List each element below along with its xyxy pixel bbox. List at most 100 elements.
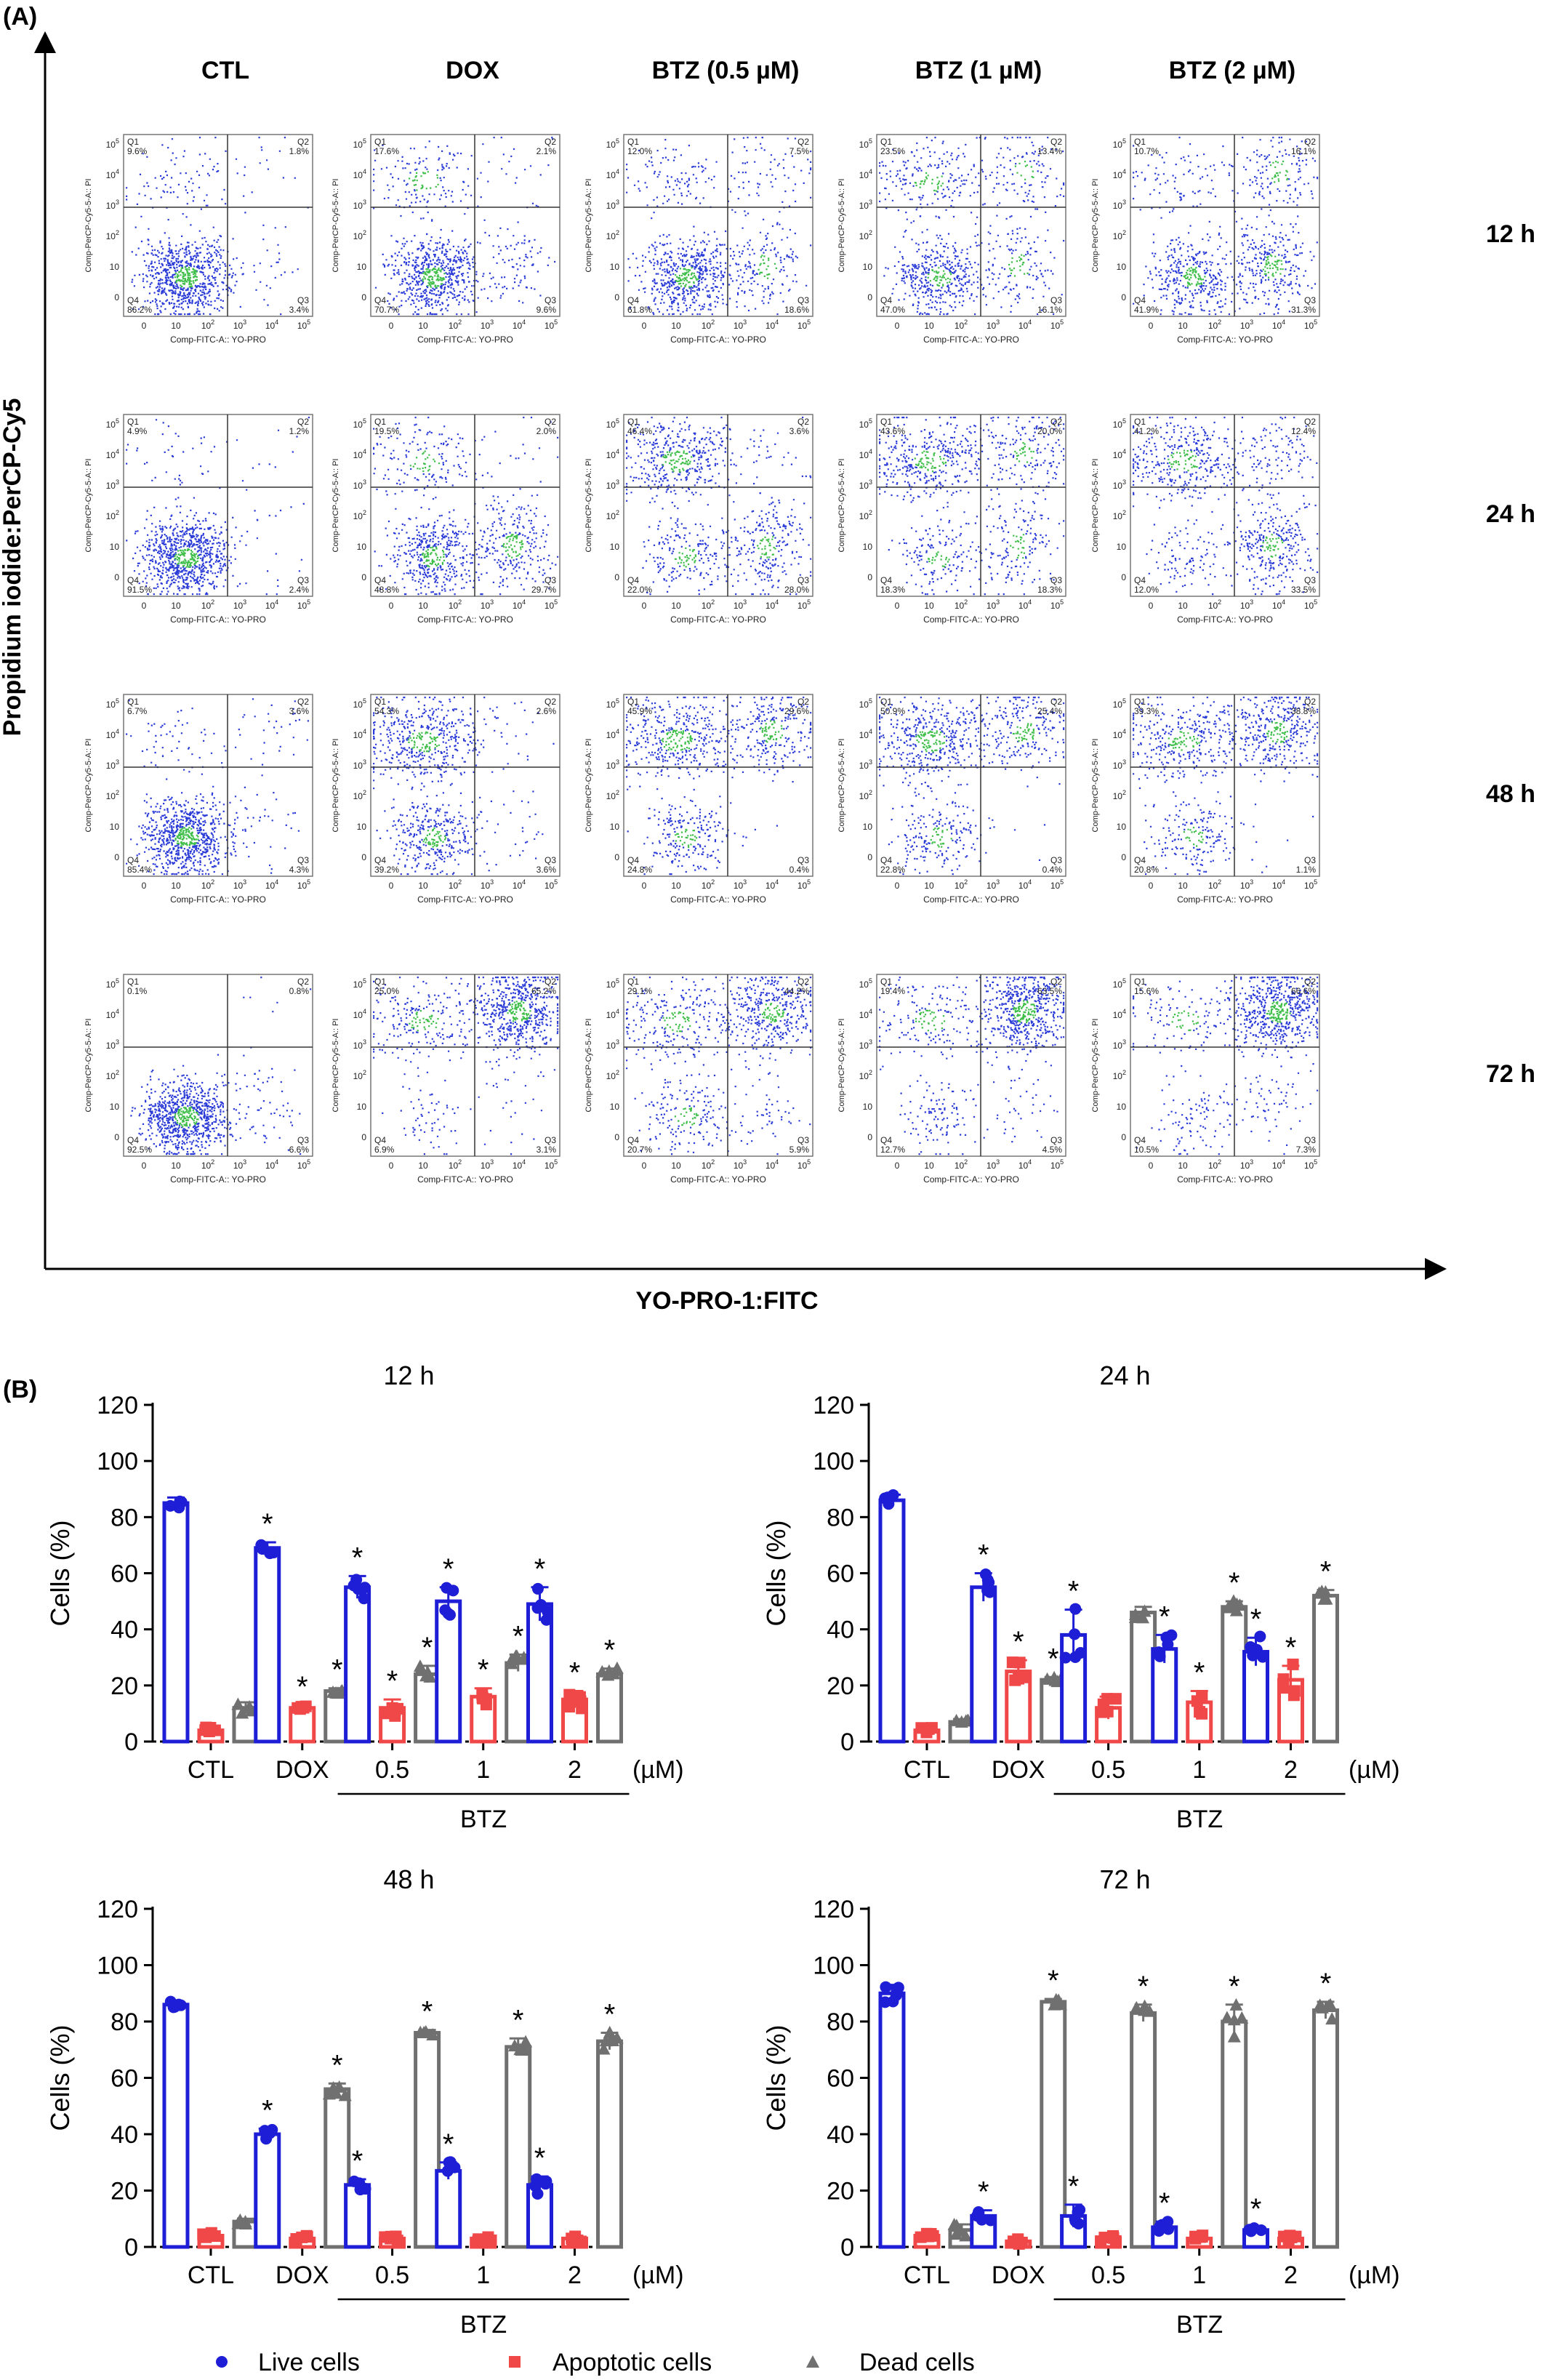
y-tick-label: 102	[353, 1069, 366, 1081]
quadrant-name: Q1	[1134, 697, 1146, 707]
y-tick-label: 104	[106, 448, 119, 460]
x-tick-label: 0	[642, 321, 647, 331]
data-point	[610, 2031, 624, 2044]
data-point	[563, 1688, 576, 1701]
y-tick-label: 120	[97, 1392, 138, 1419]
bar	[505, 1661, 532, 1744]
x-tick-label: 1	[476, 1756, 490, 1784]
column-header: DOX	[446, 57, 499, 84]
quadrant-percent: 12.0%	[1134, 585, 1159, 595]
x-tick-label: 2	[1284, 2261, 1298, 2289]
y-tick-label: 20	[110, 1672, 138, 1700]
y-tick-label: 104	[1113, 1008, 1126, 1020]
row-label: 48 h	[1486, 780, 1535, 808]
bar	[162, 2003, 190, 2249]
quadrant-percent: 39.2%	[374, 865, 399, 875]
x-tick-label: 2	[568, 1756, 582, 1784]
unit-label: (µM)	[1349, 2261, 1400, 2289]
btz-label: BTZ	[460, 1806, 507, 1833]
x-tick-label: 102	[955, 318, 968, 331]
plot-frame	[1130, 694, 1320, 877]
x-tick-label: 105	[297, 1158, 310, 1171]
y-tick-label: 10	[357, 1102, 367, 1112]
quadrant-percent: 3.4%	[289, 305, 310, 315]
data-point	[923, 2230, 935, 2243]
x-tick-label: 102	[702, 1158, 715, 1171]
data-point	[236, 1706, 249, 1719]
quadrant-percent: 0.4%	[1042, 865, 1063, 875]
quadrant-name: Q1	[1134, 417, 1146, 427]
quadrant-percent: 6.9%	[374, 1145, 395, 1155]
x-tick-label: 1	[1192, 2261, 1206, 2289]
plot-y-axis-label: Comp-PerCP-Cy5-5-A:: PI	[837, 459, 846, 553]
bar	[878, 1498, 906, 1744]
quadrant-name: Q2	[797, 977, 809, 987]
x-tick-label: 0	[895, 881, 900, 891]
quadrant-percent: 20.7%	[627, 1145, 652, 1155]
x-tick-label: 0	[895, 1161, 900, 1171]
quadrant-percent: 12.4%	[1291, 426, 1316, 436]
significance-mark: *	[604, 1635, 616, 1667]
legend: Live cells Apoptotic cells Dead cells	[216, 2349, 975, 2376]
significance-mark: *	[1320, 1556, 1332, 1588]
quadrant-percent: 18.3%	[1037, 585, 1062, 595]
bar	[878, 1991, 906, 2249]
y-tick-label: 100	[97, 1952, 138, 1980]
y-tick-label: 0	[867, 292, 872, 302]
x-tick-label: 10	[418, 601, 428, 611]
y-tick-label: 105	[106, 697, 119, 710]
plot-y-axis-label: Comp-PerCP-Cy5-5-A:: PI	[84, 179, 93, 273]
significance-mark: *	[1320, 1968, 1332, 2000]
significance-mark: *	[297, 1671, 308, 1703]
quadrant-name: Q1	[1134, 977, 1146, 987]
quadrant-percent: 0.4%	[789, 865, 810, 875]
x-tick-label: 10	[418, 881, 428, 891]
data-point	[443, 1608, 456, 1621]
quadrant-percent: 7.3%	[1296, 1145, 1317, 1155]
quadrant-name: Q3	[545, 1135, 556, 1145]
significance-mark: *	[1229, 1971, 1240, 2003]
data-point	[1107, 2232, 1120, 2244]
event-dots	[373, 697, 555, 876]
y-tick-label: 120	[97, 1896, 138, 1923]
bar	[1221, 1605, 1248, 1744]
quadrant-name: Q4	[627, 855, 639, 865]
x-tick-label: 104	[766, 1158, 779, 1171]
plot-y-axis-label: Comp-PerCP-Cy5-5-A:: PI	[332, 459, 340, 553]
x-tick-label: 104	[766, 318, 779, 331]
quadrant-percent: 0.1%	[127, 986, 148, 996]
data-point	[1220, 2011, 1234, 2024]
y-tick-label: 80	[827, 2008, 854, 2036]
significance-mark: *	[1159, 2187, 1170, 2219]
x-tick-label: 10	[171, 1161, 181, 1171]
y-tick-label: 105	[1113, 697, 1126, 710]
significance-mark: *	[534, 1553, 546, 1585]
y-tick-label: 103	[859, 758, 872, 771]
y-tick-label: 105	[606, 977, 619, 990]
y-tick-label: 104	[106, 168, 119, 180]
x-tick-label: 104	[1018, 1158, 1032, 1171]
x-tick-label: 0.5	[375, 1756, 409, 1784]
quadrant-percent: 16.1%	[1291, 146, 1316, 156]
significance-mark: *	[534, 2142, 546, 2174]
quadrant-percent: 3.1%	[537, 1145, 557, 1155]
x-tick-label: 104	[1018, 598, 1032, 611]
data-point	[301, 2231, 313, 2243]
data-point	[531, 1582, 544, 1595]
y-tick-label: 100	[97, 1448, 138, 1475]
scatter-plot: Q143.6%Q220.0%Q318.3%Q418.3%001010102102…	[837, 414, 1066, 625]
x-tick-label: 102	[201, 878, 214, 891]
data-point	[358, 1592, 370, 1605]
x-tick-label: 102	[1208, 1158, 1221, 1171]
significance-mark: *	[1068, 2171, 1080, 2203]
quadrant-name: Q1	[880, 417, 892, 427]
quadrant-name: Q1	[374, 977, 386, 987]
quadrant-percent: 46.4%	[627, 426, 652, 436]
quadrant-percent: 54.3%	[374, 706, 399, 716]
quadrant-percent: 10.5%	[1134, 1145, 1159, 1155]
quadrant-percent: 61.8%	[627, 305, 652, 315]
plot-x-axis-label: Comp-FITC-A:: YO-PRO	[417, 894, 513, 905]
plot-x-axis-label: Comp-FITC-A:: YO-PRO	[417, 1174, 513, 1185]
quadrant-name: Q1	[127, 137, 139, 147]
